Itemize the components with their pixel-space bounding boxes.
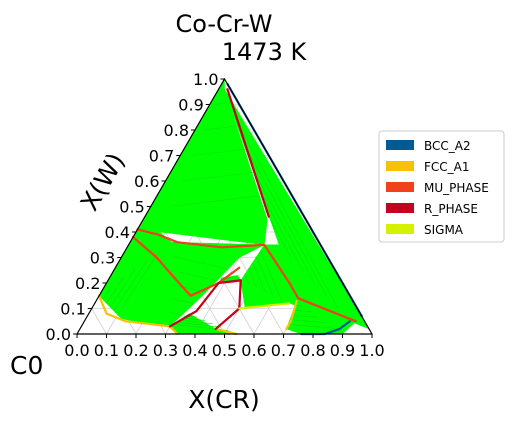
- legend-swatch: [386, 140, 414, 150]
- legend-swatch: [386, 224, 414, 234]
- y-tick-label: 0.2: [75, 274, 100, 293]
- tie-line: [113, 259, 148, 312]
- tie-line: [233, 114, 339, 309]
- legend-label: BCC_A2: [424, 139, 471, 153]
- y-tick-label: 1.0: [193, 70, 218, 89]
- tie-line: [251, 166, 315, 284]
- phase-boundary-mu_phase: [136, 228, 266, 249]
- tie-line: [244, 274, 250, 285]
- y-tick-label: 0.6: [134, 172, 159, 191]
- legend-swatch: [386, 161, 414, 171]
- x-axis-label: X(CR): [188, 385, 259, 414]
- x-tick-label: 0.5: [212, 341, 237, 360]
- phase-boundary-fcc_a1: [285, 299, 298, 330]
- x-tick-label: 1.0: [359, 341, 384, 360]
- y-tick-label: 0.9: [178, 96, 203, 115]
- y-tick-label: 0.8: [164, 121, 189, 140]
- y-tick-label: 0.4: [105, 223, 130, 242]
- x-tick-label: 0.3: [153, 341, 178, 360]
- tie-line: [106, 277, 124, 304]
- tie-line: [102, 286, 112, 300]
- legend-label: MU_PHASE: [424, 181, 489, 195]
- x-tick-label: 0.7: [271, 341, 296, 360]
- tie-line: [176, 321, 221, 328]
- corner-label: C0: [10, 351, 43, 380]
- legend: BCC_A2 FCC_A1 MU_PHASE R_PHASE SIGMA: [378, 130, 505, 243]
- tie-line: [170, 312, 182, 316]
- phase-boundary-r_phase: [168, 281, 220, 328]
- tie-line: [260, 250, 282, 300]
- tie-line: [242, 140, 327, 296]
- legend-swatch: [386, 203, 414, 213]
- tie-line: [117, 250, 160, 316]
- x-tick-label: 0.9: [330, 341, 355, 360]
- tie-line: [192, 148, 246, 156]
- tie-line-region: [169, 241, 265, 327]
- phase-boundary-r_phase: [217, 279, 242, 285]
- tie-line: [170, 269, 217, 281]
- phase-boundary-fcc_a1: [97, 294, 179, 336]
- y-tick-label: 0.5: [119, 198, 144, 217]
- x-tick-label: 0.1: [94, 341, 119, 360]
- y-tick-label: 0.0: [46, 325, 71, 344]
- phase-boundary-mu_phase: [132, 236, 241, 297]
- x-tick-label: 0.8: [300, 341, 325, 360]
- tie-line: [256, 256, 274, 296]
- tie-line: [288, 323, 335, 329]
- tie-line: [252, 262, 266, 293]
- tie-line: [179, 319, 213, 325]
- chart-title: Co-Cr-W: [175, 10, 272, 38]
- x-tick-label: 0.0: [64, 341, 89, 360]
- tie-line: [248, 268, 258, 289]
- plot-area: [75, 77, 374, 336]
- x-tick-label: 0.2: [123, 341, 148, 360]
- tie-line: [181, 172, 254, 182]
- y-tick-label: 0.7: [149, 147, 174, 166]
- tie-line: [291, 314, 320, 318]
- legend-label: FCC_A1: [424, 160, 470, 174]
- tie-line: [182, 317, 205, 321]
- chart-subtitle: 1473 K: [222, 38, 308, 66]
- tie-line: [213, 102, 232, 105]
- x-tick-label: 0.4: [182, 341, 207, 360]
- x-tick-label: 0.6: [241, 341, 266, 360]
- phase-boundary-sigma: [238, 302, 291, 310]
- tie-line: [293, 309, 313, 313]
- phase-boundary-r_phase: [226, 88, 270, 218]
- grid-line: [91, 308, 107, 335]
- tie-lines: [102, 102, 339, 331]
- tie-line: [171, 255, 228, 270]
- legend-label: R_PHASE: [424, 202, 478, 216]
- tie-line: [295, 305, 305, 307]
- tie-line: [202, 125, 239, 131]
- legend-swatch: [386, 182, 414, 192]
- legend-frame: [378, 130, 505, 243]
- tie-line: [170, 298, 194, 304]
- tie-line: [289, 319, 328, 324]
- phase-boundary-mu_phase: [263, 243, 357, 323]
- tie-line: [170, 283, 205, 293]
- tick-labels: 0.0 0.1 0.2 0.3 0.4 0.5 0.6 0.7 0.8 0.9 1.00.00.10…: [46, 70, 385, 360]
- tie-line: [260, 192, 303, 271]
- tie-line: [170, 195, 261, 207]
- legend-label: SIGMA: [424, 223, 464, 237]
- tie-line: [109, 268, 136, 308]
- y-tick-label: 0.3: [90, 249, 115, 268]
- y-tick-label: 0.1: [60, 300, 85, 319]
- tie-line: [269, 218, 292, 258]
- phase-boundary-fcc_a1: [214, 327, 238, 336]
